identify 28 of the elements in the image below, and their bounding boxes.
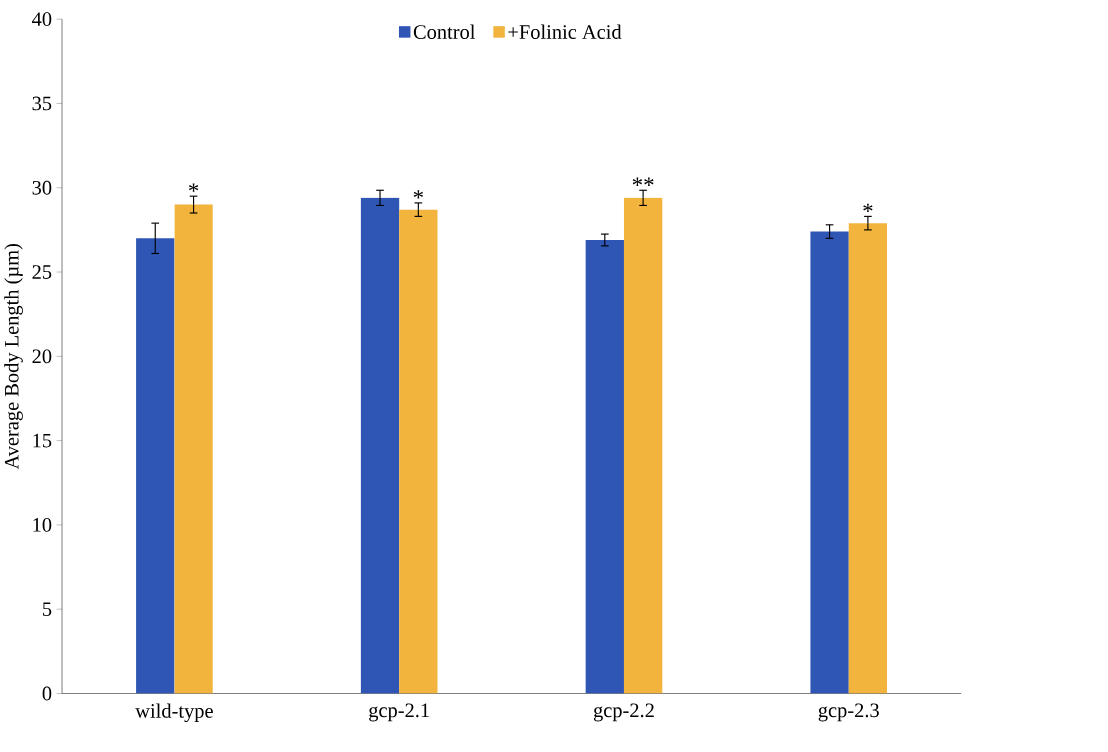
y-tick-label: 25 [32,265,52,279]
x-tick-label: gcp-2.3 [818,703,879,722]
x-tick-label: gcp-2.2 [593,703,654,722]
y-tick-label: 10 [33,517,52,532]
y-tick-label: 30 [32,180,52,195]
legend-label: +Folinic Acid [508,24,622,39]
annotation: * [413,190,423,199]
bar [585,239,624,694]
annotation: ** [632,177,654,186]
bar [810,231,849,694]
y-tick-label: 0 [42,686,52,701]
y-tick-label: 35 [32,96,52,111]
x-tick-label: wild-type [135,703,213,722]
y-tick-label: 5 [43,602,52,616]
bar [399,209,438,694]
bar [623,197,663,694]
annotation: * [863,203,873,212]
legend-label: Control [413,24,476,39]
bar [174,204,213,694]
bar [360,197,400,694]
y-tick-label: 15 [33,433,52,448]
bar [136,238,175,694]
y-axis-title: Average Body Length (µm) [4,243,23,470]
annotation: * [188,183,199,192]
y-tick-label: 40 [32,12,52,26]
bar [848,223,888,694]
x-tick-label: gcp-2.1 [369,703,429,722]
y-tick-label: 20 [32,349,52,364]
